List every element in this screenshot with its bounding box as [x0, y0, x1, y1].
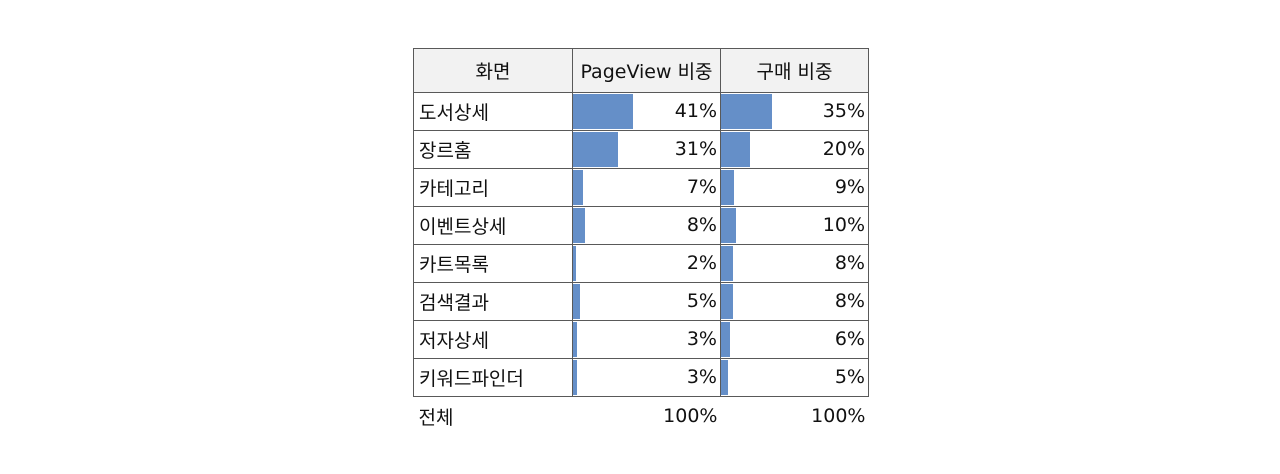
total-purchase-value: 100% [811, 405, 866, 427]
screen-name: 장르홈 [413, 130, 573, 169]
pageview-share-cell: 31% [572, 130, 721, 169]
pageview-share-cell: 8% [572, 206, 721, 245]
pageview-share-bar [573, 360, 578, 395]
pageview-share-cell: 41% [572, 92, 721, 131]
purchase-share-bar [721, 322, 730, 357]
purchase-share-cell: 9% [720, 168, 869, 207]
purchase-share-value: 5% [834, 366, 865, 388]
table-body: 도서상세 41% 35% 장르홈 31% 20% 카테고리 7% 9% 이벤트상세 8% 10% 카트목… [413, 92, 869, 397]
pageview-purchase-table: 화면 PageView 비중 구매 비중 도서상세 41% 35% 장르홈 31% 20%… [413, 48, 869, 435]
pageview-share-value: 7% [686, 176, 717, 198]
total-label: 전체 [418, 406, 454, 429]
pageview-share-value: 8% [686, 214, 717, 236]
pageview-share-bar [573, 284, 581, 319]
purchase-share-bar [721, 170, 735, 205]
purchase-share-cell: 8% [720, 244, 869, 283]
pageview-share-value: 3% [686, 366, 717, 388]
purchase-share-cell: 20% [720, 130, 869, 169]
pageview-share-cell: 7% [572, 168, 721, 207]
pageview-share-bar [573, 246, 576, 281]
table-row: 카테고리 7% 9% [413, 168, 869, 207]
header-pageview-share: PageView 비중 [572, 48, 721, 93]
purchase-share-value: 9% [834, 176, 865, 198]
screen-name: 카테고리 [413, 168, 573, 207]
pageview-share-bar [573, 132, 618, 167]
purchase-share-value: 8% [834, 252, 865, 274]
table-row: 이벤트상세 8% 10% [413, 206, 869, 245]
purchase-share-bar [721, 132, 750, 167]
header-screen: 화면 [413, 48, 573, 93]
pageview-share-bar [573, 322, 578, 357]
header-purchase-share: 구매 비중 [720, 48, 869, 93]
purchase-share-value: 10% [822, 214, 865, 236]
purchase-share-cell: 5% [720, 358, 869, 397]
purchase-share-value: 8% [834, 290, 865, 312]
pageview-share-cell: 3% [572, 358, 721, 397]
screen-name: 검색결과 [413, 282, 573, 321]
pageview-share-value: 41% [674, 100, 717, 122]
purchase-share-bar [721, 246, 733, 281]
purchase-share-value: 35% [822, 100, 865, 122]
purchase-share-cell: 8% [720, 282, 869, 321]
pageview-share-bar [573, 208, 585, 243]
pageview-share-bar [573, 94, 633, 129]
total-pageview-value: 100% [663, 405, 718, 427]
purchase-share-bar [721, 284, 733, 319]
screen-name: 키워드파인더 [413, 358, 573, 397]
header-row: 화면 PageView 비중 구매 비중 [413, 48, 869, 93]
pageview-share-cell: 2% [572, 244, 721, 283]
purchase-share-cell: 6% [720, 320, 869, 359]
table-row: 키워드파인더 3% 5% [413, 358, 869, 397]
purchase-share-bar [721, 360, 729, 395]
pageview-share-value: 3% [686, 328, 717, 350]
table-row: 카트목록 2% 8% [413, 244, 869, 283]
table-row: 검색결과 5% 8% [413, 282, 869, 321]
pageview-share-cell: 3% [572, 320, 721, 359]
purchase-share-bar [721, 94, 772, 129]
purchase-share-bar [721, 208, 736, 243]
pageview-share-value: 31% [674, 138, 717, 160]
table-row: 저자상세 3% 6% [413, 320, 869, 359]
pageview-share-bar [573, 170, 584, 205]
screen-name: 저자상세 [413, 320, 573, 359]
table-row: 도서상세 41% 35% [413, 92, 869, 131]
pageview-share-cell: 5% [572, 282, 721, 321]
pageview-share-value: 5% [686, 290, 717, 312]
total-row: 전체 100% 100% [414, 397, 869, 436]
screen-name: 카트목록 [413, 244, 573, 283]
pageview-share-value: 2% [686, 252, 717, 274]
purchase-share-value: 6% [834, 328, 865, 350]
purchase-share-value: 20% [822, 138, 865, 160]
screen-name: 이벤트상세 [413, 206, 573, 245]
screen-name: 도서상세 [413, 92, 573, 131]
purchase-share-cell: 10% [720, 206, 869, 245]
purchase-share-cell: 35% [720, 92, 869, 131]
table-row: 장르홈 31% 20% [413, 130, 869, 169]
